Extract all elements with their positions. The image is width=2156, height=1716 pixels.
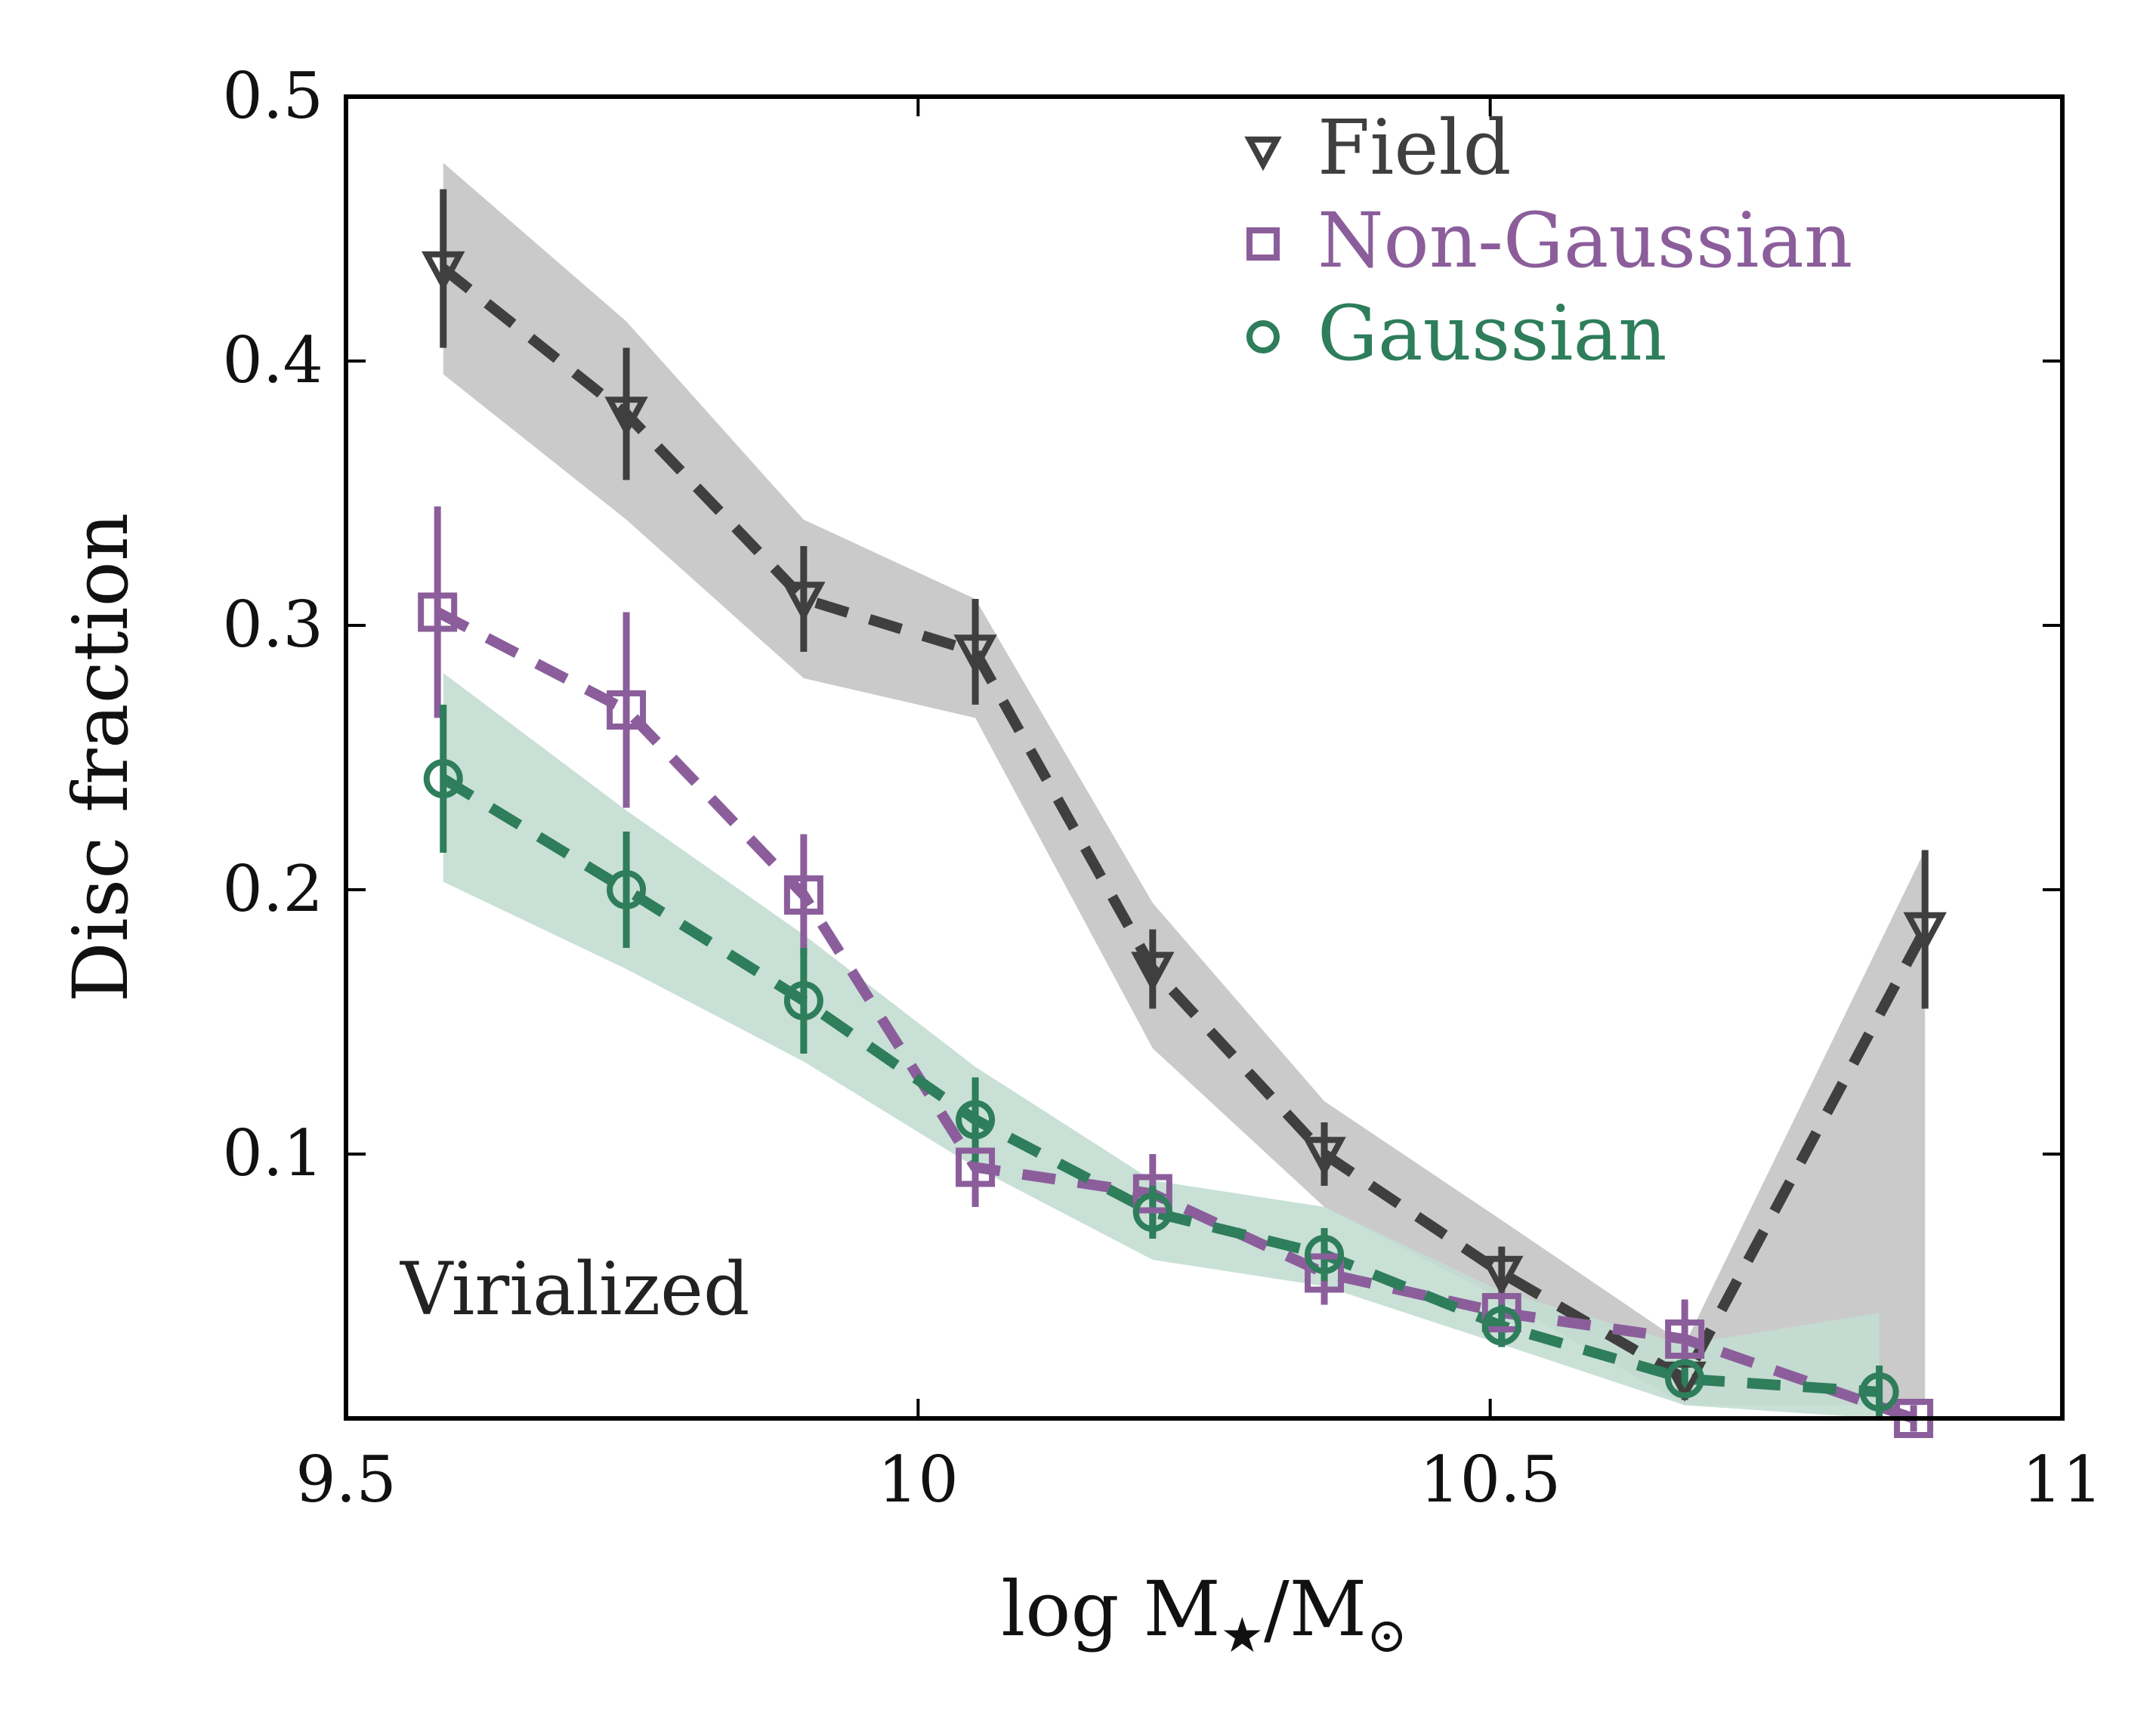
line-gaussian xyxy=(440,774,1880,1397)
marker-non-gaussian xyxy=(1305,1253,1345,1293)
marker-field xyxy=(604,397,648,437)
marker-gaussian xyxy=(607,870,647,909)
data-markers xyxy=(418,251,1947,1438)
tick-labels: 9.5 10 10.5 11 0.1 0.2 0.3 0.4 0.5 xyxy=(222,59,2102,1517)
marker-field xyxy=(953,634,997,675)
y-tick-label: 0.5 xyxy=(222,59,323,133)
marker-field xyxy=(1302,1137,1346,1177)
annotation-virialized: Virialized xyxy=(400,1247,749,1332)
marker-field xyxy=(782,582,826,622)
marker-gaussian xyxy=(1859,1372,1899,1412)
marker-field xyxy=(1480,1255,1524,1296)
marker-gaussian xyxy=(423,759,463,798)
y-axis-title: Disc fraction xyxy=(57,513,145,1003)
band-field xyxy=(443,162,1926,1406)
x-tick-label: 11 xyxy=(2022,1443,2103,1517)
marker-non-gaussian xyxy=(607,690,647,730)
marker-non-gaussian xyxy=(783,875,823,915)
x-axis-title: log M★/M⊙ xyxy=(1001,1565,1407,1664)
marker-non-gaussian xyxy=(418,592,458,632)
x-tick-label: 10.5 xyxy=(1419,1443,1561,1517)
legend-marker-field xyxy=(1244,136,1282,171)
error-bands xyxy=(443,162,1926,1418)
marker-non-gaussian xyxy=(1665,1319,1705,1359)
marker-field xyxy=(1131,952,1175,992)
marker-gaussian xyxy=(1665,1359,1705,1399)
marker-non-gaussian xyxy=(1132,1174,1172,1214)
y-tick-label: 0.3 xyxy=(222,588,323,662)
marker-gaussian xyxy=(1305,1235,1345,1274)
marker-gaussian xyxy=(956,1100,996,1140)
y-tick-label: 0.1 xyxy=(222,1116,323,1190)
legend-label-non-gaussian: Non-Gaussian xyxy=(1317,196,1852,285)
marker-gaussian xyxy=(1132,1193,1172,1232)
legend-label-gaussian: Gaussian xyxy=(1317,289,1667,378)
error-bars xyxy=(434,189,1929,1432)
marker-non-gaussian xyxy=(956,1147,996,1187)
band-gaussian xyxy=(443,673,1880,1418)
y-tick-label: 0.2 xyxy=(222,852,323,926)
marker-non-gaussian xyxy=(1481,1293,1521,1332)
legend-label-field: Field xyxy=(1317,103,1512,192)
marker-field xyxy=(422,251,465,292)
marker-field xyxy=(1903,912,1947,952)
marker-gaussian xyxy=(783,981,823,1020)
y-tick-label: 0.4 xyxy=(222,323,323,397)
legend-marker-non-gaussian xyxy=(1246,227,1280,261)
axis-ticks xyxy=(344,95,2064,1418)
marker-gaussian xyxy=(1481,1306,1521,1346)
legend-marker-gaussian xyxy=(1246,320,1280,353)
x-tick-label: 10 xyxy=(878,1443,959,1517)
x-tick-label: 9.5 xyxy=(295,1443,397,1517)
plot-frame xyxy=(344,94,2065,1421)
